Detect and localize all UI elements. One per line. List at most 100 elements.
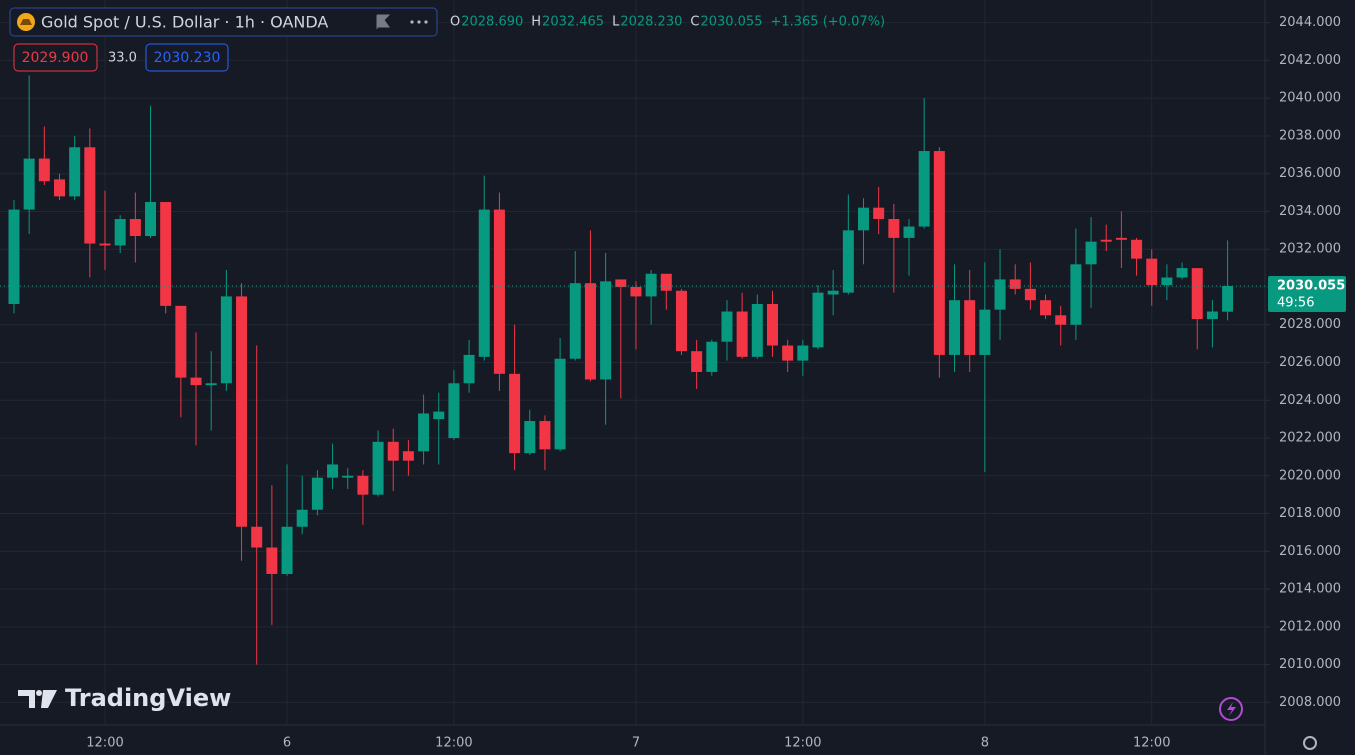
candle-body (69, 147, 81, 197)
ask-box[interactable] (145, 43, 229, 72)
candle-body (660, 273, 672, 291)
x-tick-label: 8 (981, 736, 989, 751)
y-tick-label: 2016.000 (1279, 544, 1341, 559)
candle-body (706, 341, 718, 372)
y-tick-label: 2020.000 (1279, 468, 1341, 483)
candle-body (281, 526, 293, 574)
bid-box[interactable] (13, 43, 98, 72)
candle-body (751, 303, 763, 357)
candle-body (600, 281, 612, 380)
settings-icon[interactable] (1303, 736, 1317, 750)
candle-body (99, 243, 111, 246)
x-tick-label: 6 (283, 736, 291, 751)
ohlc-value: 2028.230 (620, 15, 682, 30)
candle-body (357, 475, 369, 495)
symbol-box[interactable] (9, 7, 438, 37)
candle-body (402, 451, 414, 461)
candle-body (327, 464, 339, 478)
ohlc-key: L (612, 15, 620, 30)
candle-body (160, 202, 172, 306)
y-tick-label: 2018.000 (1279, 506, 1341, 521)
y-tick-label: 2040.000 (1279, 91, 1341, 106)
candle-body (145, 202, 157, 237)
alert-glyph (1227, 702, 1236, 716)
ohlc-key: C (690, 15, 699, 30)
ohlc-value: 2030.055 (700, 15, 762, 30)
candle-body (448, 383, 460, 439)
flag-icon[interactable] (376, 14, 391, 29)
y-tick-label: 2042.000 (1279, 53, 1341, 68)
more-icon[interactable] (410, 20, 428, 24)
candle-body (1206, 311, 1218, 320)
y-tick-label: 2044.000 (1279, 15, 1341, 30)
candle-body (129, 219, 141, 237)
candle-body (858, 207, 870, 231)
candle-body (509, 373, 521, 454)
candle-body (812, 292, 824, 348)
candle-body (175, 305, 187, 378)
candle-body (1161, 277, 1173, 286)
x-tick-label: 12:00 (1133, 736, 1170, 751)
y-tick-label: 2024.000 (1279, 393, 1341, 408)
y-tick-label: 2012.000 (1279, 619, 1341, 634)
candle-body (84, 147, 96, 244)
y-tick-label: 2036.000 (1279, 166, 1341, 181)
candle-body (630, 286, 642, 297)
candle-body (463, 354, 475, 384)
candle-body (569, 283, 581, 359)
y-tick-label: 2026.000 (1279, 355, 1341, 370)
candle-body (114, 219, 126, 246)
candle-body (220, 296, 232, 384)
candle-body (918, 151, 930, 227)
candle-body (433, 411, 445, 420)
candle-body (736, 311, 748, 357)
candle-body (478, 209, 490, 357)
candle-body (311, 477, 323, 510)
y-tick-label: 2038.000 (1279, 128, 1341, 143)
candle-body (721, 311, 733, 342)
candle-body (251, 526, 263, 548)
candle-body (266, 547, 278, 574)
candle-body (1115, 237, 1127, 240)
ohlc-key: O (450, 15, 460, 30)
overlay: Gold Spot / U.S. Dollar · 1h · OANDA 202… (0, 7, 1346, 751)
candle-body (236, 296, 248, 527)
last-price-label: 2030.055 (1277, 278, 1345, 293)
candle-body (205, 383, 217, 386)
candle-body (797, 345, 809, 361)
candle-body (949, 300, 961, 355)
logo-dot (36, 690, 42, 696)
candle-body (1191, 268, 1203, 320)
alert-icon[interactable] (1219, 697, 1243, 721)
candle-body (1100, 239, 1112, 242)
x-tick-label: 12:00 (435, 736, 472, 751)
spread: 33.0 (108, 51, 137, 66)
candle-body (782, 345, 794, 361)
candle-body (23, 158, 35, 210)
candle-body (842, 230, 854, 293)
candle-body (827, 290, 839, 295)
candle-body (1085, 241, 1097, 265)
ohlc-value: 2028.690 (461, 15, 523, 30)
candle-body (524, 421, 536, 454)
candle-body (38, 158, 50, 182)
candle-body (1040, 300, 1052, 316)
candle-body (342, 475, 354, 478)
candle-body (584, 283, 596, 380)
y-tick-label: 2022.000 (1279, 431, 1341, 446)
ask-price: 2030.230 (154, 50, 221, 66)
y-tick-label: 2034.000 (1279, 204, 1341, 219)
candle-body (1070, 264, 1082, 325)
y-tick-label: 2032.000 (1279, 242, 1341, 257)
logo-text: TradingView (65, 684, 231, 712)
candle-body (964, 300, 976, 355)
candle-body (903, 226, 915, 238)
candle-body (888, 219, 900, 238)
symbol-logo-glyph (20, 19, 32, 25)
ohlc-change: +1.365 (+0.07%) (770, 15, 885, 30)
candle-body (1146, 258, 1158, 286)
candle-body (387, 441, 399, 461)
candle-body (933, 151, 945, 355)
